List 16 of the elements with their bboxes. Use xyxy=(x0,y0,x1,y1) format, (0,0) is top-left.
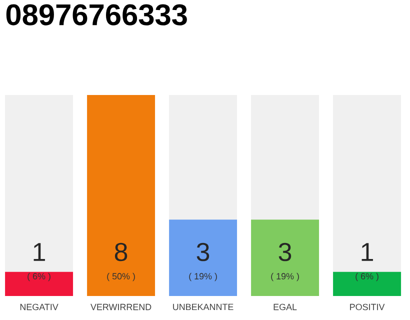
annotation: 3 xyxy=(196,242,210,262)
data-label: ( 19% ) xyxy=(189,272,217,282)
data-label: ( 19% ) xyxy=(271,272,299,282)
x-tick-label: VERWIRREND xyxy=(90,304,152,310)
data-label: ( 6% ) xyxy=(356,272,378,282)
data-label: ( 6% ) xyxy=(28,272,50,282)
annotation: 8 xyxy=(114,242,128,262)
annotation: 1 xyxy=(362,243,373,261)
x-tick-label: EGAL xyxy=(274,304,297,310)
x-tick-label: NEGATIV xyxy=(20,304,58,310)
x-tick-label: UNBEKANNTE xyxy=(173,304,234,310)
annotation: 1 xyxy=(34,243,45,261)
data-label: ( 50% ) xyxy=(107,272,135,282)
chart-title: 08976766333 xyxy=(6,4,187,26)
annotation: 3 xyxy=(278,242,292,262)
x-tick-label: POSITIV xyxy=(350,304,385,310)
